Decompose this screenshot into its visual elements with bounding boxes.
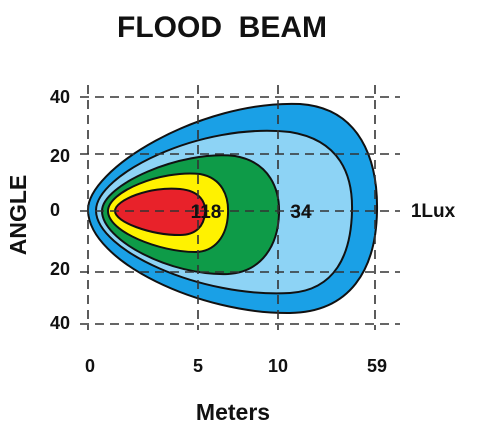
y-axis-label: ANGLE	[5, 175, 31, 256]
zone-label: 1Lux	[411, 201, 456, 222]
zone-red	[113, 187, 207, 237]
zone-label: 34	[290, 202, 312, 223]
x-tick-label: 59	[367, 356, 387, 376]
title: FLOOD BEAM	[117, 11, 327, 44]
grid	[80, 85, 400, 330]
y-tick-label: 40	[50, 313, 70, 333]
x-tick-label: 10	[268, 356, 288, 376]
y-tick-label: 20	[50, 259, 70, 279]
x-tick-label: 0	[85, 356, 95, 376]
x-tick-label: 5	[193, 356, 203, 376]
zone-label: 118	[191, 202, 222, 223]
x-axis-label: Meters	[196, 399, 270, 425]
y-tick-label: 20	[50, 146, 70, 166]
y-tick-label: 0	[50, 200, 60, 220]
y-tick-label: 40	[50, 87, 70, 107]
